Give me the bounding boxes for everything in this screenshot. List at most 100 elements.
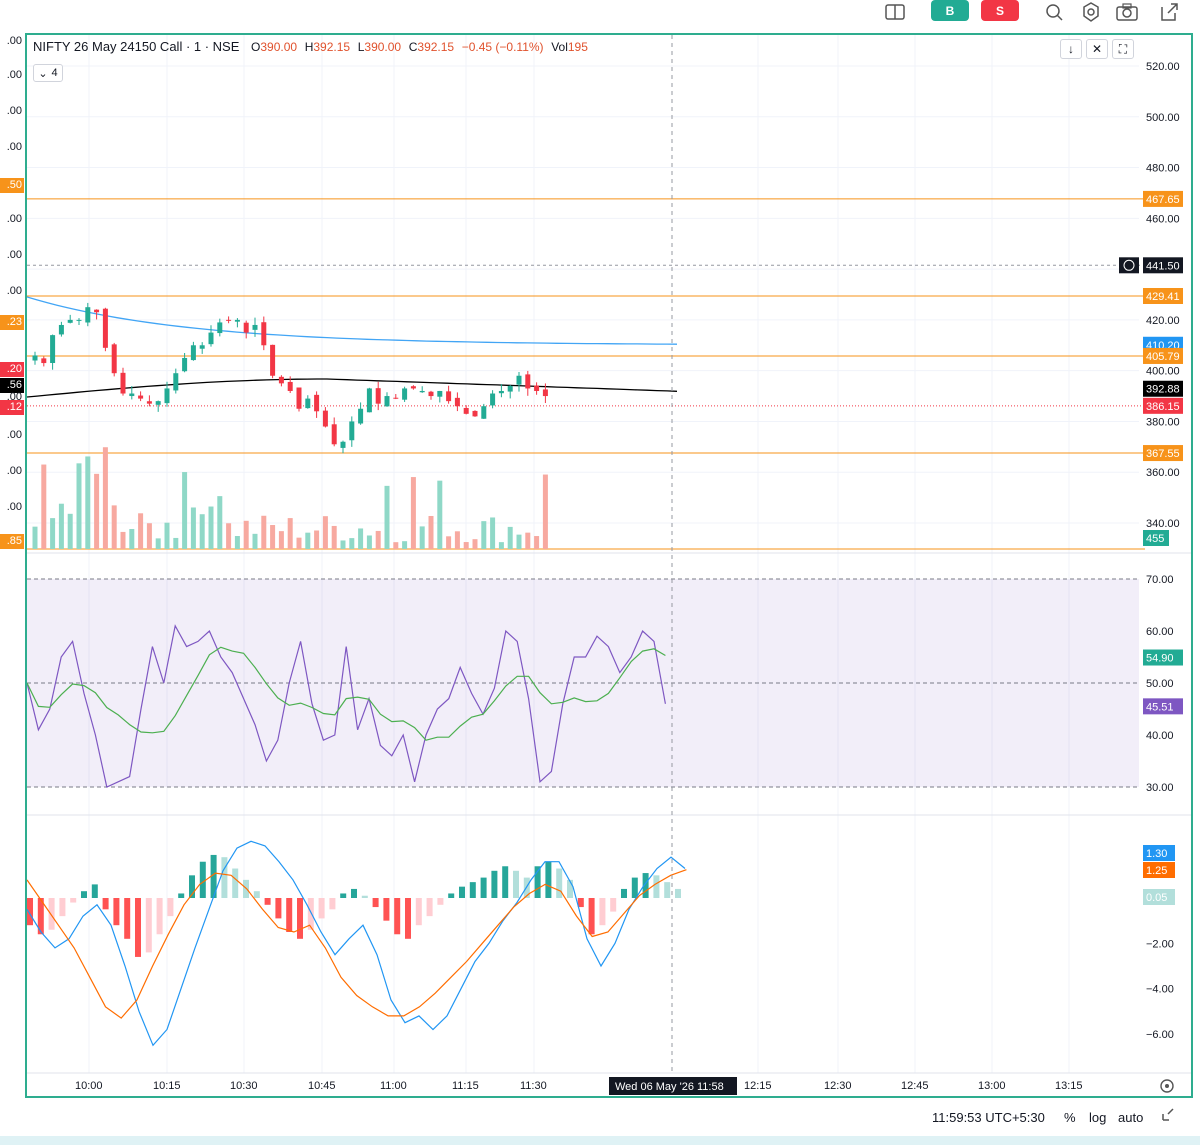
volume-bar [331, 525, 337, 549]
macd-histogram-bar [653, 875, 660, 898]
symbol-legend[interactable]: NIFTY 26 May 24150 Call · 1 · NSE O390.0… [33, 39, 592, 54]
price-tag-label: 455 [1146, 533, 1164, 545]
volume-bar [76, 463, 82, 549]
percent-toggle[interactable]: % [1064, 1110, 1076, 1125]
candle-body [50, 335, 56, 364]
volume-bar [314, 530, 320, 549]
left-scale-label: .00 [6, 213, 22, 225]
indicators-toggle[interactable]: ⌄ 4 [33, 64, 63, 82]
candle-body [261, 322, 267, 346]
macd-tag-label: 0.05 [1146, 892, 1167, 904]
price-tag [1143, 530, 1169, 546]
volume-bar [208, 506, 214, 549]
volume-bar [155, 538, 161, 549]
macd-tag-label: 1.25 [1146, 865, 1167, 877]
layout-icon[interactable] [882, 0, 908, 24]
status-bar: 11:59:53 UTC+5:30 % log auto [0, 1100, 1200, 1136]
left-scale-label: .00 [6, 105, 22, 117]
macd-histogram-bar [48, 898, 55, 930]
volume-bar [428, 515, 434, 549]
auto-toggle[interactable]: auto [1118, 1110, 1144, 1125]
settings-icon[interactable] [1078, 0, 1104, 24]
collapse-pane-button[interactable]: ✕ [1086, 39, 1108, 59]
candle-body [472, 410, 478, 417]
volume-bar [481, 521, 487, 549]
gear-icon [1160, 1079, 1174, 1093]
symbol-title[interactable]: NIFTY 26 May 24150 Call · 1 · NSE [33, 39, 240, 54]
left-scale-tag: .23 [0, 315, 24, 330]
buy-button[interactable]: B [931, 0, 969, 21]
clock-display[interactable]: 11:59:53 UTC+5:30 [932, 1110, 1045, 1125]
maximize-pane-button[interactable]: ⛶ [1112, 39, 1134, 59]
volume-bar [164, 522, 170, 549]
left-scale-label: .00 [6, 141, 22, 153]
time-tick-label: 11:15 [452, 1080, 479, 1092]
macd-histogram-bar [286, 898, 293, 932]
macd-histogram-bar [556, 868, 563, 898]
price-tag [1143, 397, 1183, 414]
time-tick-label: 12:30 [824, 1080, 852, 1092]
left-scale-tag: .50 [0, 178, 24, 193]
volume-bar [490, 517, 496, 549]
candle-body [226, 319, 232, 321]
macd-histogram-bar [210, 854, 217, 898]
left-scale-label: .00 [6, 465, 22, 477]
volume-bar [278, 531, 284, 549]
log-toggle[interactable]: log [1089, 1110, 1107, 1125]
macd-histogram-bar [297, 898, 303, 939]
macd-histogram-bar [621, 888, 627, 898]
candle-body [67, 319, 73, 323]
macd-histogram-bar [113, 898, 120, 926]
price-tag-label: 386.15 [1146, 401, 1180, 413]
time-tick-label: 10:30 [230, 1080, 258, 1092]
volume-bar [454, 531, 460, 549]
candle-body [507, 385, 513, 392]
volume-bar [111, 505, 117, 549]
price-tag [1143, 445, 1183, 462]
chart-container[interactable]: 520.00 500.00 480.00 460.00 420.00 400.00 380.… [25, 33, 1193, 1098]
price-axis: 520.00 500.00 480.00 460.00 420.00 400.00 380.… [1119, 61, 1183, 1041]
macd-histogram-bar [588, 898, 595, 935]
left-scale-label: .00 [6, 429, 22, 441]
candle-body [278, 376, 284, 384]
alert-icon[interactable] [1041, 0, 1067, 24]
macd-histogram-bar [156, 898, 163, 935]
vol-key: Vol [551, 40, 568, 54]
time-tick-label: 10:45 [308, 1080, 336, 1092]
left-scale-tag: .20 [0, 362, 24, 377]
macd-histogram-bar [145, 898, 152, 953]
time-tick-label: 10:00 [75, 1080, 103, 1092]
volume-bar [243, 520, 249, 549]
macd-histogram-bar [405, 898, 411, 939]
volume-bar [498, 542, 504, 549]
resize-corner-icon[interactable] [1160, 1106, 1176, 1125]
macd-histogram-bar [491, 870, 498, 898]
macd-histogram-bar [318, 898, 325, 919]
macd-histogram-bar [135, 898, 141, 957]
time-tick-label: 11:30 [520, 1080, 547, 1092]
candle-body [146, 401, 152, 404]
grid-lines [27, 35, 1191, 1074]
macd-tag [1143, 845, 1175, 861]
left-price-scale[interactable]: .00 .00 .00 .00 .50 .00 .00 .00 .23 .20 … [0, 26, 25, 556]
external-link-icon[interactable] [1156, 0, 1182, 24]
camera-icon[interactable] [1114, 0, 1140, 24]
rsi-tag-label: 54.90 [1146, 653, 1174, 665]
moving-average-black [27, 378, 678, 398]
volume-bar [410, 477, 416, 549]
chart-canvas[interactable]: 520.00500.00480.00460.00420.00400.00380.… [27, 35, 1191, 1096]
move-down-button[interactable]: ↓ [1060, 39, 1082, 59]
left-scale-label: .00 [6, 501, 22, 513]
volume-bar [296, 537, 302, 549]
volume-bar [190, 507, 196, 549]
sell-button[interactable]: S [981, 0, 1019, 21]
volume-bar [340, 540, 346, 549]
candle-body [41, 358, 47, 364]
macd-histogram-bar [480, 877, 487, 898]
candle-body [446, 391, 452, 402]
price-tag-label: 467.65 [1146, 194, 1180, 206]
volume-bar [463, 542, 469, 549]
candle-body [534, 385, 540, 391]
left-scale-tag: .12 [0, 400, 24, 415]
candle-body [120, 372, 126, 394]
